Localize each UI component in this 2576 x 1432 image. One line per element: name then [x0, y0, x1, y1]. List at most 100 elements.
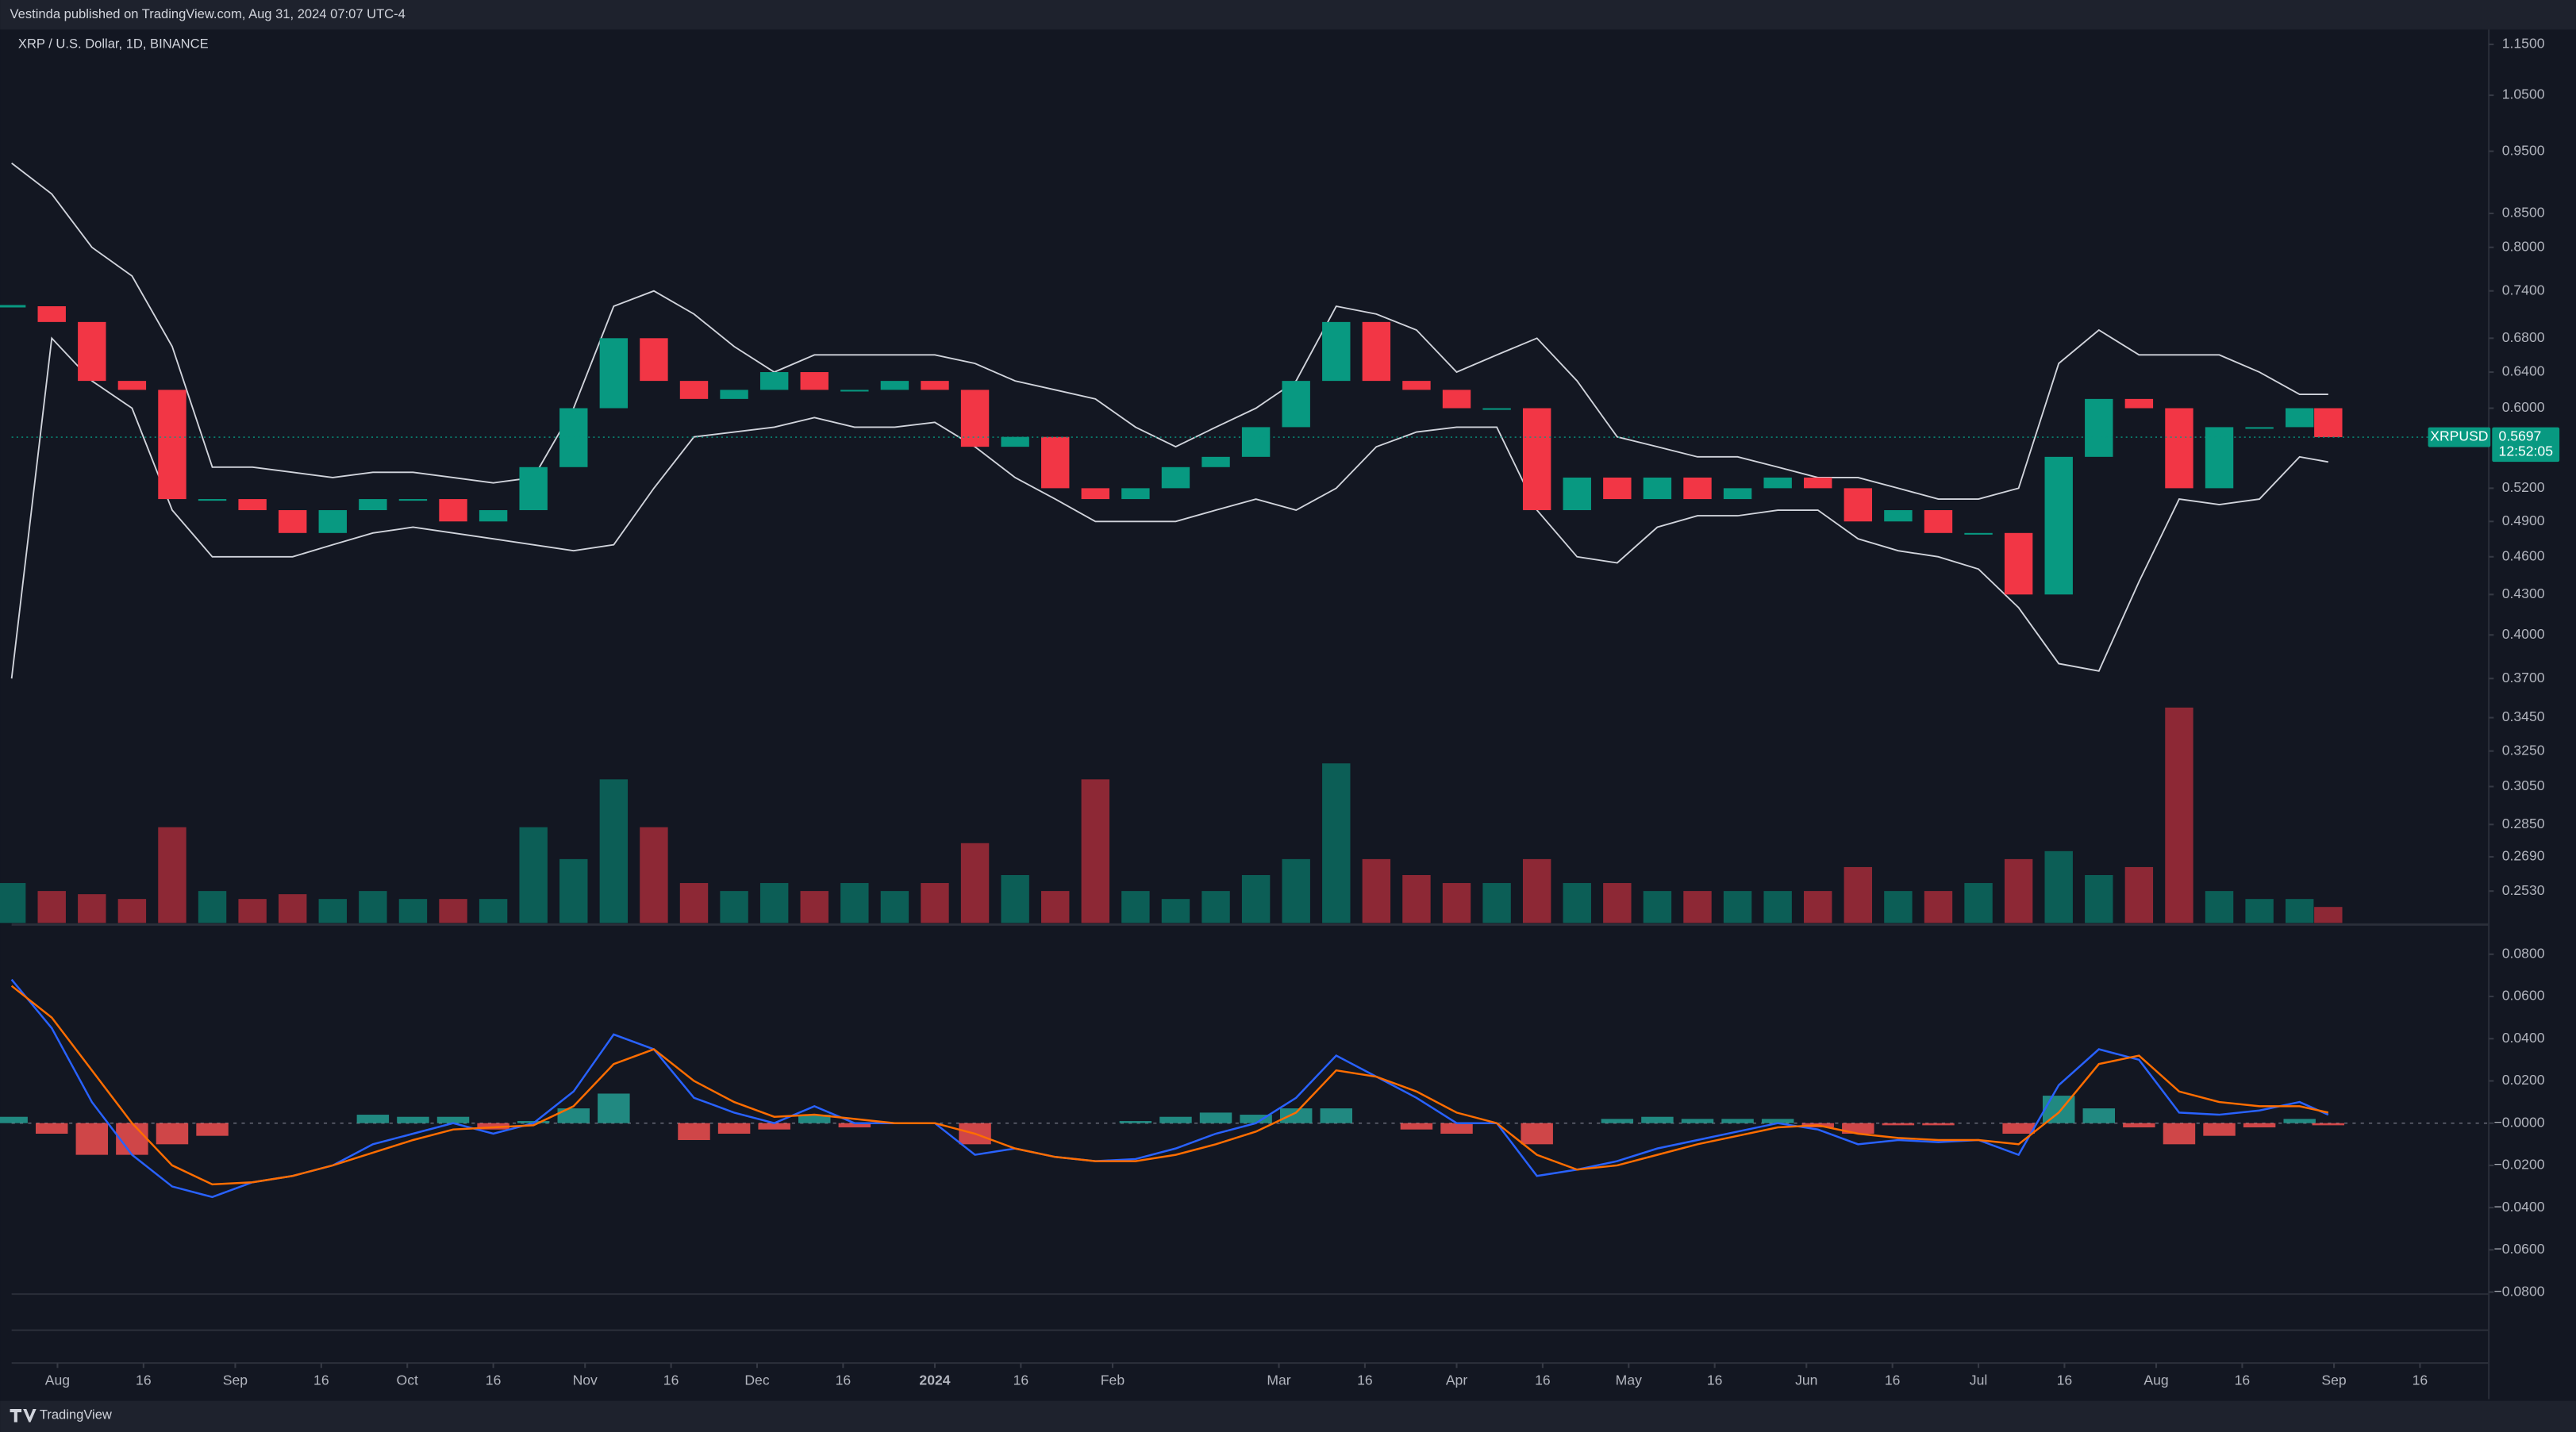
volume-bar — [1402, 874, 1431, 923]
volume-bar — [318, 899, 347, 923]
price-tag-box — [2492, 427, 2560, 463]
volume-bar — [519, 827, 548, 923]
x-tick-label: 16 — [1885, 1372, 1901, 1388]
candle — [318, 510, 347, 533]
volume-bar — [479, 899, 508, 923]
y-tick-label: 0.0200 — [2502, 1072, 2545, 1088]
x-tick-label: 16 — [2413, 1372, 2428, 1388]
candle — [37, 306, 66, 322]
x-tick-label: 16 — [663, 1372, 679, 1388]
y-tick-label: 0.2850 — [2502, 816, 2545, 831]
x-tick-label: Dec — [744, 1372, 769, 1388]
x-tick-label: 2024 — [919, 1372, 950, 1388]
y-tick-label: −0.0400 — [2493, 1199, 2544, 1215]
volume-bar — [2314, 907, 2343, 923]
macd-histogram-bar — [1400, 1123, 1433, 1130]
candle — [679, 381, 709, 399]
volume-bar — [2285, 899, 2314, 923]
y-tick-label: 0.6400 — [2502, 363, 2545, 379]
volume-bar — [840, 883, 869, 923]
candle — [2004, 532, 2033, 595]
candle — [117, 381, 147, 390]
macd-histogram-bar — [798, 1115, 831, 1123]
volume-bar — [2205, 891, 2234, 923]
candle — [1161, 466, 1190, 489]
macd-histogram-bar — [1882, 1123, 1915, 1126]
volume-bar — [1081, 779, 1110, 923]
candle — [880, 381, 909, 390]
y-tick-label: 0.9500 — [2502, 142, 2545, 158]
y-tick-label: 0.7400 — [2502, 282, 2545, 298]
candle — [921, 381, 949, 390]
candle — [1121, 488, 1150, 500]
y-tick-label: 0.4300 — [2502, 585, 2545, 601]
macd-line — [10, 985, 2329, 1186]
candle — [2085, 398, 2113, 457]
volume-bar — [921, 883, 949, 923]
y-tick-label: 0.0400 — [2502, 1030, 2545, 1046]
volume-bar — [2004, 858, 2033, 923]
macd-histogram-bar — [838, 1123, 871, 1128]
macd-histogram-bar — [1521, 1123, 1553, 1145]
macd-histogram-bar — [436, 1116, 470, 1123]
candle — [720, 390, 748, 399]
x-tick-label: 16 — [2057, 1372, 2073, 1388]
y-tick-label: 0.0600 — [2502, 988, 2545, 1004]
macd-histogram-bar — [2123, 1123, 2155, 1128]
volume-bar — [1322, 763, 1351, 923]
candle — [1844, 488, 1873, 522]
macd-histogram-bar — [1240, 1115, 1272, 1123]
y-tick-label: −0.0800 — [2493, 1283, 2544, 1299]
candle — [1482, 408, 1511, 410]
y-tick-label: 0.6800 — [2502, 329, 2545, 345]
volume-bar — [2165, 707, 2193, 923]
x-tick-label: 16 — [1357, 1372, 1373, 1388]
macd-histogram-bar — [1721, 1119, 1754, 1123]
bollinger-band — [11, 162, 2328, 501]
y-tick-label: 0.3450 — [2502, 708, 2545, 724]
x-tick-label: Sep — [223, 1372, 248, 1388]
macd-histogram-bar — [758, 1123, 790, 1130]
macd-histogram-bar — [156, 1123, 189, 1145]
macd-histogram-bar — [477, 1123, 509, 1130]
candle — [78, 321, 106, 382]
volume-bar — [1522, 858, 1551, 923]
y-tick-label: 0.3250 — [2502, 742, 2545, 758]
candle — [479, 510, 508, 522]
candle — [158, 390, 186, 500]
volume-bar — [880, 891, 909, 923]
candle — [1884, 510, 1913, 522]
candle — [759, 372, 789, 390]
candle — [1282, 381, 1310, 428]
macd-histogram-bar — [1279, 1108, 1313, 1123]
candle — [2314, 408, 2343, 438]
candle — [2285, 408, 2314, 428]
candle — [198, 499, 227, 501]
candle — [2044, 456, 2073, 595]
x-tick-label: Mar — [1267, 1372, 1290, 1388]
candle — [1643, 477, 1672, 500]
volume-bar — [1844, 866, 1873, 923]
candle — [1241, 427, 1271, 457]
x-tick-label: Jun — [1795, 1372, 1817, 1388]
macd-histogram-bar — [2203, 1123, 2236, 1136]
candle — [1001, 436, 1029, 447]
volume-bar — [1282, 858, 1310, 923]
macd-histogram-bar — [717, 1123, 751, 1134]
y-tick-label: 0.4900 — [2502, 513, 2545, 528]
price-tag-value: 0.5697 — [2499, 428, 2542, 444]
candle — [1563, 477, 1591, 511]
macd-histogram-bar — [2082, 1108, 2116, 1123]
candle — [238, 499, 267, 511]
x-tick-label: Nov — [573, 1372, 598, 1388]
macd-histogram-bar — [35, 1123, 68, 1134]
macd-histogram-bar — [2163, 1123, 2196, 1145]
price-tag-countdown: 12:52:05 — [2499, 443, 2554, 459]
y-tick-label: −0.0600 — [2493, 1241, 2544, 1257]
x-tick-label: Feb — [1101, 1372, 1125, 1388]
volume-bar — [1683, 891, 1712, 923]
volume-bar — [1001, 874, 1029, 923]
macd-histogram-bar — [2283, 1119, 2316, 1123]
